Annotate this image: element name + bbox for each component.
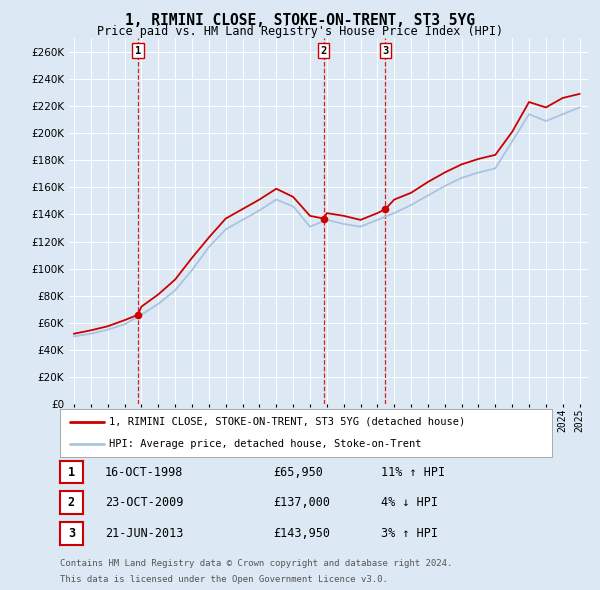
- Text: 1: 1: [68, 466, 75, 478]
- Text: 2: 2: [68, 496, 75, 509]
- Text: 2: 2: [320, 45, 327, 55]
- Text: 3% ↑ HPI: 3% ↑ HPI: [381, 527, 438, 540]
- Text: HPI: Average price, detached house, Stoke-on-Trent: HPI: Average price, detached house, Stok…: [109, 439, 422, 449]
- Text: 4% ↓ HPI: 4% ↓ HPI: [381, 496, 438, 509]
- Text: 23-OCT-2009: 23-OCT-2009: [105, 496, 184, 509]
- Text: 16-OCT-1998: 16-OCT-1998: [105, 466, 184, 478]
- Text: 1: 1: [135, 45, 141, 55]
- Text: This data is licensed under the Open Government Licence v3.0.: This data is licensed under the Open Gov…: [60, 575, 388, 584]
- Text: Contains HM Land Registry data © Crown copyright and database right 2024.: Contains HM Land Registry data © Crown c…: [60, 559, 452, 568]
- Text: 11% ↑ HPI: 11% ↑ HPI: [381, 466, 445, 478]
- Text: £143,950: £143,950: [273, 527, 330, 540]
- Text: 1, RIMINI CLOSE, STOKE-ON-TRENT, ST3 5YG: 1, RIMINI CLOSE, STOKE-ON-TRENT, ST3 5YG: [125, 13, 475, 28]
- Text: £65,950: £65,950: [273, 466, 323, 478]
- Text: 1, RIMINI CLOSE, STOKE-ON-TRENT, ST3 5YG (detached house): 1, RIMINI CLOSE, STOKE-ON-TRENT, ST3 5YG…: [109, 417, 466, 427]
- Text: 3: 3: [382, 45, 388, 55]
- Text: £137,000: £137,000: [273, 496, 330, 509]
- Text: 3: 3: [68, 527, 75, 540]
- Text: Price paid vs. HM Land Registry's House Price Index (HPI): Price paid vs. HM Land Registry's House …: [97, 25, 503, 38]
- Text: 21-JUN-2013: 21-JUN-2013: [105, 527, 184, 540]
